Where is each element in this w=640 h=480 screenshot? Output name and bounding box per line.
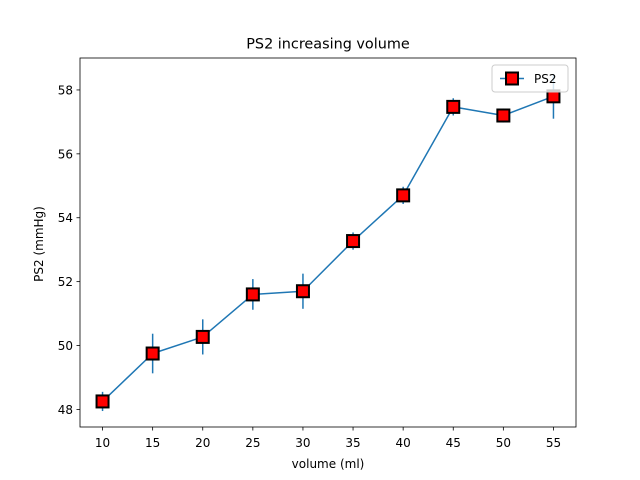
x-tick-label: 35 bbox=[345, 436, 360, 450]
data-point bbox=[245, 287, 260, 302]
y-tick-label: 48 bbox=[58, 403, 73, 417]
y-tick-label: 54 bbox=[58, 211, 73, 225]
x-tick-label: 20 bbox=[195, 436, 210, 450]
x-tick-label: 10 bbox=[95, 436, 110, 450]
chart-title: PS2 increasing volume bbox=[246, 37, 410, 53]
legend-label: PS2 bbox=[534, 72, 557, 86]
data-point bbox=[95, 394, 110, 409]
legend: PS2 bbox=[491, 64, 569, 93]
x-axis-label: volume (ml) bbox=[292, 457, 365, 471]
y-tick-label: 52 bbox=[58, 275, 73, 289]
data-point bbox=[446, 99, 461, 114]
x-tick-label: 25 bbox=[245, 436, 260, 450]
x-tick-label: 55 bbox=[546, 436, 561, 450]
x-tick-label: 50 bbox=[496, 436, 511, 450]
data-point bbox=[496, 108, 511, 123]
legend-marker bbox=[505, 71, 519, 86]
y-tick-label: 58 bbox=[58, 83, 73, 97]
axes-frame bbox=[79, 57, 577, 428]
x-tick-label: 40 bbox=[396, 436, 411, 450]
y-axis-label: PS2 (mmHg) bbox=[32, 206, 46, 282]
data-point bbox=[145, 346, 160, 361]
x-tick-label: 15 bbox=[145, 436, 160, 450]
data-point bbox=[346, 234, 361, 249]
data-point bbox=[295, 284, 310, 299]
data-point bbox=[396, 188, 411, 203]
series-line bbox=[102, 95, 554, 402]
plot-area: 10 15 20 25 30 35 40 45 50 55 48 50 52 54 56 58 PS2 bbox=[58, 57, 577, 450]
x-tick-label: 45 bbox=[446, 436, 461, 450]
y-tick-label: 50 bbox=[58, 339, 73, 353]
x-tick-label: 30 bbox=[295, 436, 310, 450]
y-tick-label: 56 bbox=[58, 147, 73, 161]
data-point bbox=[195, 329, 210, 344]
